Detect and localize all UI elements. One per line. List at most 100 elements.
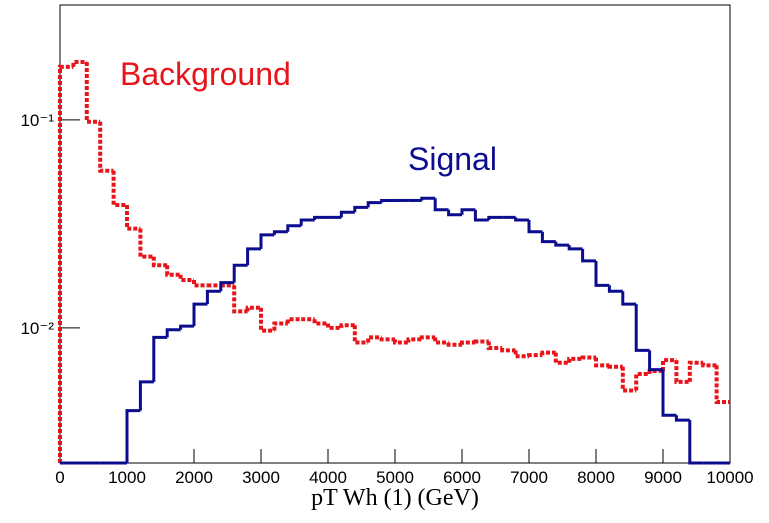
histogram-bin bbox=[111, 170, 127, 207]
histogram-bin bbox=[527, 353, 543, 358]
histogram-bin bbox=[580, 355, 596, 360]
histogram-bin bbox=[420, 196, 436, 201]
histogram-bin bbox=[299, 218, 315, 226]
histogram-bin bbox=[486, 341, 503, 351]
histogram-bin bbox=[647, 369, 663, 375]
histogram-bin bbox=[433, 337, 449, 345]
histogram-bin bbox=[607, 285, 623, 293]
histogram-bin bbox=[152, 335, 168, 382]
histogram-bin bbox=[634, 304, 650, 352]
histogram-bin bbox=[661, 369, 677, 417]
histogram-bin bbox=[460, 340, 476, 345]
histogram-bin bbox=[125, 409, 141, 463]
histogram-bin bbox=[353, 205, 369, 213]
histogram-bin bbox=[326, 323, 342, 330]
histogram-bin bbox=[138, 380, 154, 411]
histogram-bin bbox=[246, 247, 261, 266]
histogram-bin bbox=[567, 245, 583, 251]
x-tick-label: 2000 bbox=[175, 468, 213, 487]
y-tick-label: 10⁻² bbox=[20, 319, 54, 338]
histogram-bin bbox=[125, 204, 141, 231]
x-tick-label: 0 bbox=[55, 468, 64, 487]
histogram-bin bbox=[379, 337, 395, 342]
histogram-bin bbox=[272, 321, 288, 331]
histogram-bin bbox=[232, 285, 248, 314]
histogram-bin bbox=[192, 302, 208, 327]
histogram-bin bbox=[567, 356, 583, 363]
histogram-bin bbox=[178, 274, 194, 282]
histogram-bin bbox=[219, 281, 235, 292]
histogram-bin bbox=[661, 358, 677, 372]
histogram-bin bbox=[527, 220, 543, 234]
histogram-bin bbox=[339, 210, 355, 218]
histogram-bin bbox=[447, 209, 462, 217]
histogram-bin bbox=[621, 291, 637, 306]
histogram-bin bbox=[701, 362, 717, 368]
x-tick-label: 4000 bbox=[309, 468, 347, 487]
histogram-bin bbox=[513, 350, 529, 359]
x-tick-label: 3000 bbox=[242, 468, 280, 487]
histogram-bin bbox=[232, 263, 248, 283]
histogram-bin bbox=[540, 231, 556, 244]
histogram-bin bbox=[339, 323, 355, 328]
histogram-bin bbox=[634, 372, 650, 391]
histogram-bin bbox=[165, 328, 181, 338]
histogram-bin bbox=[607, 364, 623, 369]
histogram-bin bbox=[553, 352, 570, 365]
histogram-bin bbox=[594, 260, 610, 287]
histogram-bin bbox=[272, 230, 288, 235]
histogram-bin bbox=[500, 348, 516, 353]
x-tick-label: 1000 bbox=[108, 468, 146, 487]
histogram-bin bbox=[245, 305, 261, 312]
histogram-bin bbox=[554, 241, 570, 247]
y-tick-label: 10⁻¹ bbox=[20, 111, 54, 130]
x-tick-label: 7000 bbox=[510, 468, 548, 487]
histogram-bin bbox=[687, 360, 704, 382]
histogram-bin bbox=[674, 415, 690, 422]
histogram-bin bbox=[473, 209, 489, 222]
histogram-bin bbox=[714, 365, 730, 405]
histogram-bin bbox=[473, 339, 489, 344]
histogram-bin bbox=[514, 217, 529, 222]
histogram-bin bbox=[192, 279, 208, 288]
histogram-bin bbox=[138, 228, 154, 259]
histogram-bin bbox=[366, 201, 382, 208]
x-tick-label: 8000 bbox=[577, 468, 615, 487]
x-tick-label: 6000 bbox=[443, 468, 481, 487]
histogram-bin bbox=[151, 256, 168, 268]
histogram-bin bbox=[259, 307, 275, 333]
histogram-bin bbox=[205, 289, 221, 305]
x-axis-label: pT Wh (1) (GeV) bbox=[311, 485, 479, 511]
histogram-bin bbox=[433, 198, 449, 212]
annotation: Background bbox=[120, 56, 291, 92]
histogram-bin bbox=[446, 342, 462, 347]
histogram-bin bbox=[179, 324, 194, 330]
histogram-bin bbox=[98, 121, 114, 173]
x-tick-label: 9000 bbox=[644, 468, 682, 487]
histogram-bin bbox=[165, 265, 181, 277]
histogram-bin bbox=[312, 319, 328, 326]
histogram-bin bbox=[620, 366, 637, 393]
histogram-bin bbox=[594, 357, 610, 368]
histogram-bin bbox=[259, 233, 275, 249]
histogram-bin bbox=[71, 59, 87, 67]
histogram-bin bbox=[393, 339, 409, 345]
histogram-bin bbox=[58, 64, 74, 463]
histogram-bin bbox=[313, 215, 328, 221]
histogram-bin bbox=[84, 61, 101, 124]
annotation: Signal bbox=[408, 141, 497, 177]
histogram-bin bbox=[688, 420, 704, 465]
histogram-bin bbox=[285, 317, 302, 324]
histogram-bin bbox=[648, 350, 663, 372]
histogram-bin bbox=[380, 198, 395, 203]
histogram-bin bbox=[674, 360, 690, 384]
histogram-bin bbox=[352, 325, 369, 345]
histogram-bin bbox=[460, 208, 476, 215]
histogram-bin bbox=[406, 337, 422, 343]
histogram-bin bbox=[540, 350, 556, 356]
histogram-bin bbox=[581, 248, 596, 263]
histogram-bin bbox=[487, 215, 503, 221]
histogram-bin bbox=[366, 335, 382, 343]
x-tick-label: 10000 bbox=[706, 468, 753, 487]
